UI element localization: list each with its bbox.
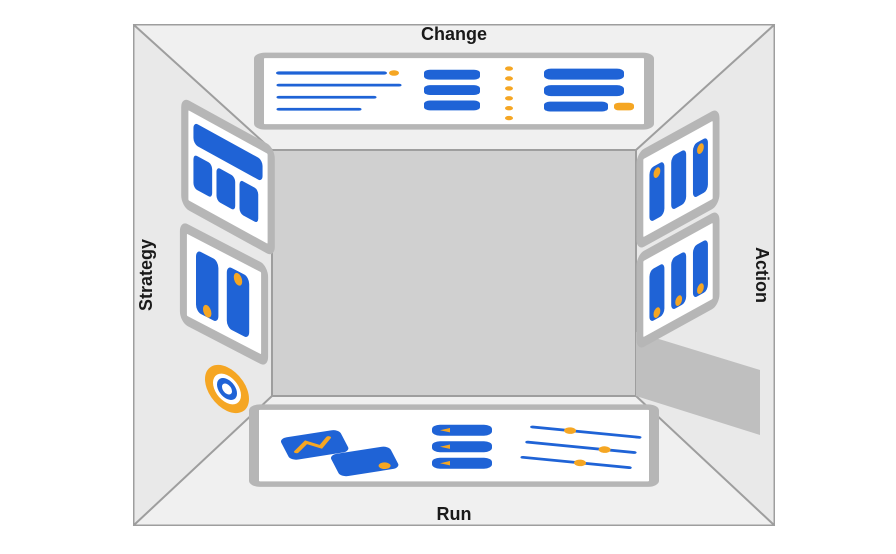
ceiling-panel [259, 55, 649, 127]
ceiling-right-bars [544, 69, 634, 112]
back-wall [272, 150, 636, 396]
ceiling-mid-bars [424, 70, 480, 111]
label-change: Change [421, 24, 487, 44]
floor-mid-pills [432, 425, 492, 469]
label-run: Run [437, 504, 472, 524]
floor-panel [254, 407, 654, 484]
label-strategy: Strategy [136, 239, 156, 311]
room-diagram: Change Run Strategy Action [0, 0, 896, 554]
label-action: Action [752, 247, 772, 303]
